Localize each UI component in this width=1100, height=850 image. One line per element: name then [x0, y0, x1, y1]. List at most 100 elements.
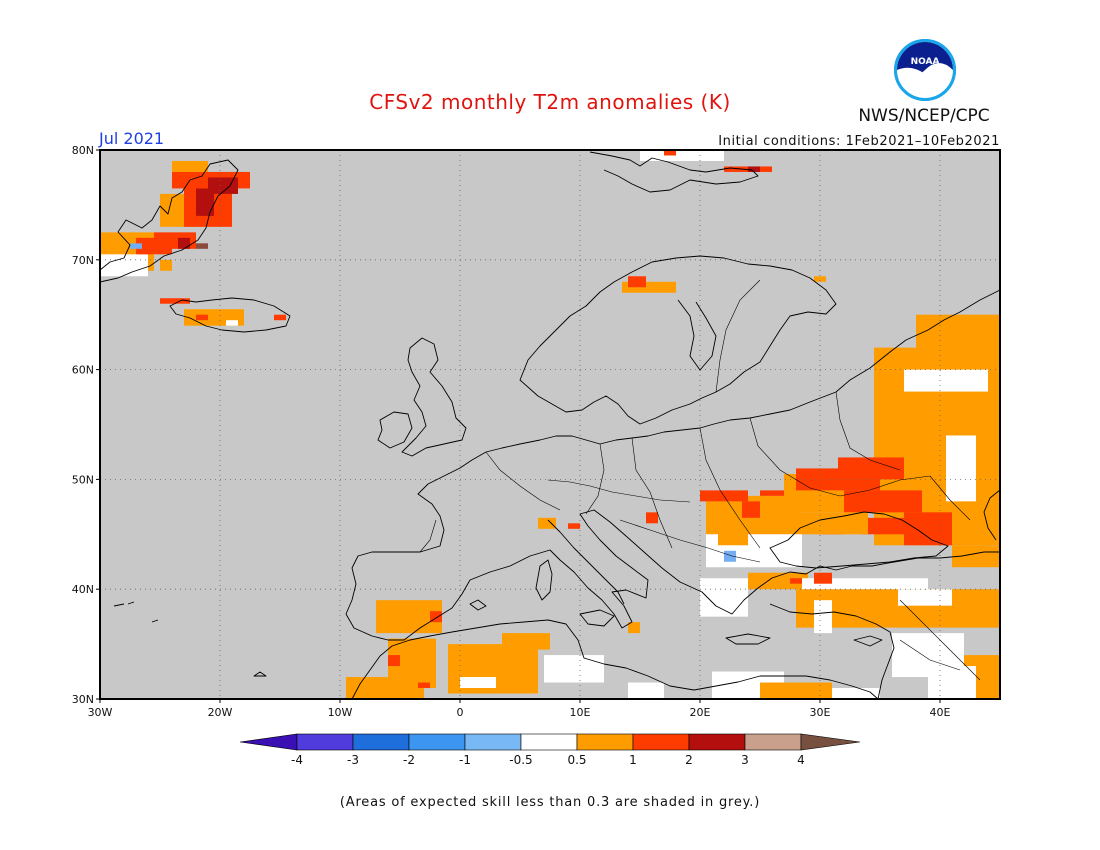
colorbar-tick-label: 4	[797, 753, 805, 767]
anomaly-region-white	[628, 682, 664, 699]
gridlines	[100, 150, 1000, 699]
forecast-month: Jul 2021	[98, 129, 164, 148]
anomaly-region-orange	[622, 281, 676, 293]
anomaly-region-red	[418, 682, 430, 689]
longitude-tick-label: 0	[457, 706, 464, 719]
anomaly-region-orange	[538, 517, 556, 529]
anomaly-region-orange	[172, 160, 208, 172]
anomaly-region-red	[388, 655, 400, 667]
anomaly-region-orange	[748, 572, 808, 590]
anomaly-region-white	[928, 666, 976, 699]
anomaly-region-orange	[796, 512, 868, 535]
latitude-tick-label: 70N	[72, 254, 94, 267]
anomaly-region-darkred	[208, 177, 238, 194]
colorbar-swatch	[464, 733, 522, 751]
anomaly-region-red	[628, 276, 646, 288]
anomaly-region-red	[814, 572, 832, 584]
anomaly-region-red	[838, 457, 904, 480]
logo-text: NOAA	[911, 57, 940, 67]
longitude-tick-label: 30E	[810, 706, 831, 719]
anomaly-region-white	[460, 677, 496, 689]
colorbar-tick-label: -4	[291, 753, 303, 767]
anomaly-region-darkred	[178, 237, 190, 249]
longitude-tick-label: 40E	[930, 706, 951, 719]
anomaly-region-darkred	[748, 166, 760, 172]
coastlines	[99, 151, 1001, 700]
colorbar-swatch	[744, 733, 802, 751]
latitude-tick-label: 80N	[72, 144, 94, 157]
anomaly-region-orange	[346, 677, 424, 699]
anomaly-region-red	[430, 611, 442, 623]
anomaly-region-orange	[502, 633, 550, 650]
anomaly-region-white	[802, 578, 928, 590]
anomaly-region-red	[646, 512, 658, 524]
footnote: (Areas of expected skill less than 0.3 a…	[340, 795, 760, 810]
anomaly-region-red	[862, 517, 904, 535]
colorbar-labels: -4 -3 -2 -1 -0.5 0.5 1 2 3 4	[291, 753, 805, 767]
latitude-tick-label: 60N	[72, 364, 94, 377]
colorbar-tick-label: -1	[459, 753, 471, 767]
colorbar-swatch	[632, 733, 690, 751]
anomaly-region-orange	[718, 523, 748, 546]
figure-title: CFSv2 monthly T2m anomalies (K)	[369, 90, 731, 114]
colorbar-swatch	[688, 733, 746, 751]
anomaly-region-red	[274, 314, 286, 321]
anomaly-layer	[100, 150, 1000, 699]
anomaly-region-red	[904, 512, 952, 546]
colorbar-tick-label: 3	[741, 753, 749, 767]
anomaly-region-white	[898, 589, 952, 606]
anomaly-region-red	[790, 578, 802, 584]
colorbar-swatch	[296, 733, 354, 751]
longitude-tick-label: 20E	[690, 706, 711, 719]
anomaly-region-white	[946, 435, 976, 502]
anomaly-region-red	[568, 523, 580, 529]
country-borders	[419, 279, 981, 681]
anomaly-region-white	[814, 600, 832, 634]
latitude-tick-label: 50N	[72, 473, 94, 486]
longitude-tick-label: 20W	[208, 706, 233, 719]
latitude-tick-label: 40N	[72, 583, 94, 596]
colorbar-swatch	[800, 733, 861, 751]
anomaly-region-orange	[814, 276, 826, 282]
anomaly-region-red	[844, 490, 922, 513]
colorbar-tick-label: 2	[685, 753, 693, 767]
anomaly-region-red	[742, 501, 760, 518]
colorbar-tick-label: 0.5	[567, 753, 586, 767]
organization-label: NWS/NCEP/CPC	[858, 106, 989, 126]
anomaly-region-red	[160, 298, 190, 304]
map-frame	[99, 149, 1001, 700]
colorbar-tick-label: -3	[347, 753, 359, 767]
longitude-tick-label: 10E	[570, 706, 591, 719]
anomaly-region-red	[664, 150, 676, 156]
colorbar-swatch	[576, 733, 634, 751]
colorbar-swatch	[239, 733, 298, 751]
colorbar-tick-label: -2	[403, 753, 415, 767]
anomaly-region-white	[640, 150, 724, 161]
anomaly-region-red	[196, 314, 208, 321]
anomaly-region-lightblue	[130, 243, 142, 249]
anomaly-region-orange	[628, 622, 640, 634]
anomaly-region-red	[760, 490, 784, 496]
colorbar-tick-label: 1	[629, 753, 637, 767]
anomaly-region-white	[544, 655, 604, 683]
colorbar	[239, 733, 861, 751]
colorbar-tick-label: -0.5	[509, 753, 532, 767]
colorbar-swatch	[408, 733, 466, 751]
colorbar-swatch	[520, 733, 578, 751]
initial-conditions: Initial conditions: 1Feb2021–10Feb2021	[718, 134, 1000, 149]
longitude-tick-label: 30W	[88, 706, 113, 719]
anomaly-region-brown	[196, 243, 208, 249]
longitude-tick-label: 10W	[328, 706, 353, 719]
latitude-ticks: 80N 70N 60N 50N 40N 30N	[72, 144, 100, 706]
anomaly-region-white	[904, 369, 988, 392]
anomaly-region-orange	[160, 259, 172, 271]
anomaly-region-orange	[952, 545, 1000, 568]
anomaly-region-darkred	[196, 188, 214, 216]
latitude-tick-label: 30N	[72, 693, 94, 706]
anomaly-region-white	[832, 688, 880, 699]
longitude-ticks: 30W 20W 10W 0 10E 20E 30E 40E	[88, 699, 951, 719]
anomaly-region-orange	[760, 682, 832, 699]
anomaly-region-white	[226, 320, 238, 326]
map-panel: 30W 20W 10W 0 10E 20E 30E 40E 80N 70N 60N 50N 40N 30…	[72, 144, 1001, 719]
